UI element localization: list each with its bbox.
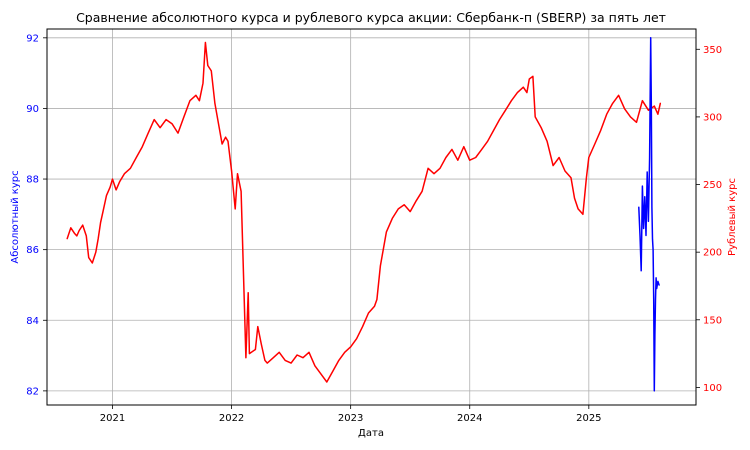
left-y-axis-ticks: 82 84 86 88 90 92 bbox=[26, 33, 47, 397]
right-y-tick-label: 150 bbox=[703, 315, 722, 326]
x-axis-label: Дата bbox=[358, 428, 384, 439]
left-y-tick-label: 86 bbox=[26, 245, 39, 256]
x-tick-label: 2022 bbox=[219, 413, 244, 424]
right-y-tick-label: 350 bbox=[703, 45, 722, 56]
right-y-tick-label: 250 bbox=[703, 180, 722, 191]
left-y-tick-label: 90 bbox=[26, 104, 39, 115]
right-y-tick-label: 200 bbox=[703, 248, 722, 259]
absolute-price-line bbox=[638, 37, 660, 392]
grid bbox=[47, 29, 696, 405]
chart-title: Сравнение абсолютного курса и рублевого … bbox=[76, 10, 666, 25]
x-tick-label: 2021 bbox=[100, 413, 125, 424]
left-y-tick-label: 82 bbox=[26, 386, 39, 397]
plot-background bbox=[47, 29, 696, 405]
series-layer bbox=[66, 37, 662, 392]
left-y-axis-label: Абсолютный курс bbox=[10, 170, 21, 263]
x-tick-label: 2023 bbox=[338, 413, 363, 424]
ruble-price-line bbox=[66, 41, 662, 383]
right-y-tick-label: 300 bbox=[703, 112, 722, 123]
x-tick-label: 2025 bbox=[576, 413, 601, 424]
left-y-tick-label: 84 bbox=[26, 316, 39, 327]
right-y-tick-label: 100 bbox=[703, 383, 722, 394]
plot-frame bbox=[46, 28, 697, 406]
x-tick-label: 2024 bbox=[457, 413, 482, 424]
right-y-axis-label: Рублевый курс bbox=[727, 178, 738, 256]
left-y-tick-label: 88 bbox=[26, 175, 39, 186]
right-y-axis-ticks: 100 150 200 250 300 350 bbox=[696, 45, 722, 394]
x-axis-ticks: 2021 2022 2023 2024 2025 bbox=[100, 405, 602, 424]
left-y-tick-label: 92 bbox=[26, 33, 39, 44]
